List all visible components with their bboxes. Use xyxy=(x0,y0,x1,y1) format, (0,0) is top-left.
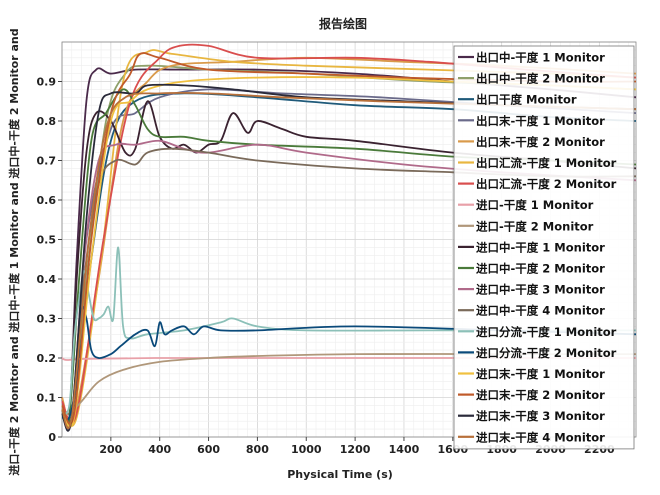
chart-title: 报告绘图 xyxy=(319,16,367,31)
legend-label: 出口干度 Monitor xyxy=(476,93,577,107)
legend-label: 进口-干度 2 Monitor xyxy=(476,219,594,233)
y-tick-label: 0.9 xyxy=(37,76,57,89)
legend-label: 进口中-干度 4 Monitor xyxy=(476,304,605,318)
legend-label: 进口末-干度 2 Monitor xyxy=(476,388,605,402)
axis-ticks: 200 400 600 800 1000 1200 1400 1600 1800 2000 2200… xyxy=(37,76,616,457)
x-tick-label: 1400 xyxy=(389,443,420,456)
legend-item[interactable]: 进口-干度 2 Monitor xyxy=(458,219,594,233)
y-tick-label: 0.5 xyxy=(37,234,57,247)
x-tick-label: 800 xyxy=(246,443,269,456)
x-tick-label: 1200 xyxy=(340,443,371,456)
legend-item[interactable]: 出口干度 Monitor xyxy=(458,93,577,107)
series-line-17 xyxy=(61,52,637,425)
legend-label: 进口末-干度 3 Monitor xyxy=(476,409,605,423)
legend-item[interactable]: 进口末-干度 3 Monitor xyxy=(458,409,605,423)
legend-label: 进口中-干度 3 Monitor xyxy=(476,283,605,297)
y-axis-label: 进口-干度 2 Monitor and 进口中-干度 1 Monitor and… xyxy=(7,28,21,475)
legend-item[interactable]: 进口末-干度 1 Monitor xyxy=(458,367,605,381)
legend-item[interactable]: 出口末-干度 1 Monitor xyxy=(458,114,605,128)
legend-label: 进口末-干度 1 Monitor xyxy=(476,367,605,381)
legend-item[interactable]: 进口中-干度 2 Monitor xyxy=(458,262,605,276)
x-tick-label: 400 xyxy=(148,443,171,456)
legend-item[interactable]: 进口中-干度 1 Monitor xyxy=(458,240,605,254)
legend-item[interactable]: 进口中-干度 4 Monitor xyxy=(458,304,605,318)
legend-label: 进口中-干度 2 Monitor xyxy=(476,262,605,276)
legend-label: 出口中-干度 2 Monitor xyxy=(476,72,605,86)
x-tick-label: 1000 xyxy=(291,443,322,456)
y-tick-label: 0.3 xyxy=(37,313,57,326)
legend-label: 出口汇流-干度 2 Monitor xyxy=(476,177,617,191)
y-tick-label: 0.4 xyxy=(37,273,57,286)
y-tick-label: 0.2 xyxy=(37,352,57,365)
legend-item[interactable]: 出口中-干度 1 Monitor xyxy=(458,51,605,65)
legend-label: 进口中-干度 1 Monitor xyxy=(476,240,605,254)
legend-label: 出口汇流-干度 1 Monitor xyxy=(476,156,617,170)
legend-item[interactable]: 进口末-干度 4 Monitor xyxy=(458,430,605,444)
series-line-7 xyxy=(61,43,637,424)
series-line-19 xyxy=(61,91,637,430)
y-tick-label: 0 xyxy=(48,431,56,444)
legend-label: 进口分流-干度 2 Monitor xyxy=(476,346,617,360)
y-tick-label: 0.8 xyxy=(37,115,57,128)
x-tick-label: 600 xyxy=(197,443,220,456)
legend-label: 出口中-干度 1 Monitor xyxy=(476,51,605,65)
y-tick-label: 0.7 xyxy=(37,155,57,168)
legend-item[interactable]: 出口汇流-干度 1 Monitor xyxy=(458,156,617,170)
legend-item[interactable]: 进口分流-干度 2 Monitor xyxy=(458,346,617,360)
x-tick-label: 200 xyxy=(99,443,122,456)
series-line-10 xyxy=(61,100,637,427)
series-line-11 xyxy=(61,88,637,428)
legend-item[interactable]: 出口汇流-干度 2 Monitor xyxy=(458,177,617,191)
legend-item[interactable]: 进口-干度 1 Monitor xyxy=(458,198,594,212)
legend-box xyxy=(453,45,635,450)
legend-label: 进口分流-干度 1 Monitor xyxy=(476,325,617,339)
y-tick-label: 0.6 xyxy=(37,194,57,207)
y-tick-label: 0.1 xyxy=(37,392,57,405)
legend-label: 出口末-干度 1 Monitor xyxy=(476,114,605,128)
legend-item[interactable]: 进口中-干度 3 Monitor xyxy=(458,283,605,297)
legend-item[interactable]: 出口中-干度 2 Monitor xyxy=(458,72,605,86)
legend-label: 进口末-干度 4 Monitor xyxy=(476,430,605,444)
legend-item[interactable]: 进口末-干度 2 Monitor xyxy=(458,388,605,402)
legend[interactable]: 出口中-干度 1 Monitor 出口中-干度 2 Monitor 出口干度 Mon… xyxy=(453,45,635,450)
legend-item[interactable]: 出口末-干度 2 Monitor xyxy=(458,135,605,149)
legend-label: 出口末-干度 2 Monitor xyxy=(476,135,605,149)
legend-item[interactable]: 进口分流-干度 1 Monitor xyxy=(458,325,617,339)
x-axis-label: Physical Time (s) xyxy=(287,468,393,481)
legend-label: 进口-干度 1 Monitor xyxy=(476,198,594,212)
